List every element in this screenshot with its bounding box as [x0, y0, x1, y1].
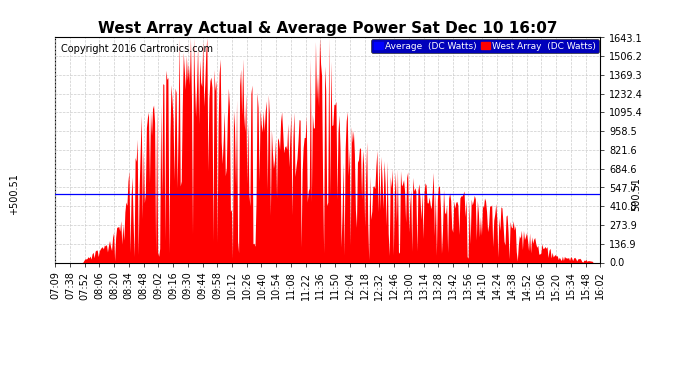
Text: +500.51: +500.51 — [10, 173, 19, 215]
Title: West Array Actual & Average Power Sat Dec 10 16:07: West Array Actual & Average Power Sat De… — [98, 21, 558, 36]
Legend: Average  (DC Watts), West Array  (DC Watts): Average (DC Watts), West Array (DC Watts… — [371, 39, 599, 53]
Text: Copyright 2016 Cartronics.com: Copyright 2016 Cartronics.com — [61, 44, 213, 54]
Text: 500.51: 500.51 — [631, 177, 641, 211]
